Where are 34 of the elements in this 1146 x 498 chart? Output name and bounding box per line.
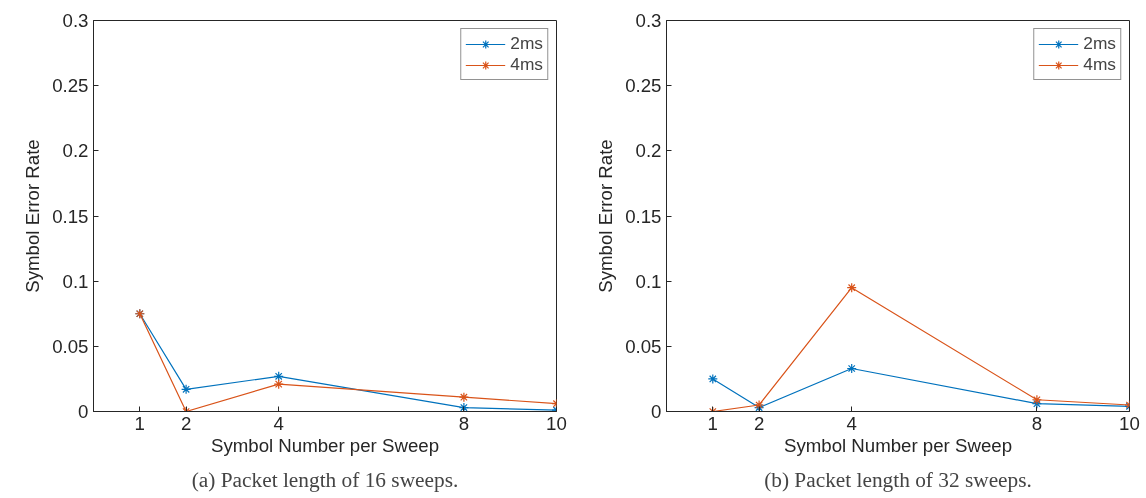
x-tick-label: 8: [458, 412, 470, 434]
text: (a) Packet length of 16 sweeps.: [191, 467, 459, 492]
y-tick-label: 0: [78, 401, 89, 422]
y-tick-label: 0: [651, 401, 662, 422]
y-tick-label: 0.05: [52, 335, 89, 357]
legend-label: 2ms: [510, 33, 543, 54]
y-tick-label: 0.15: [52, 205, 89, 227]
y-axis-title: Symbol Error Rate: [22, 139, 44, 293]
x-tick-label: 4: [273, 412, 284, 434]
x-tick-label: 8: [1031, 412, 1043, 434]
y-axis-title: Symbol Error Rate: [595, 139, 617, 293]
x-tick-label: 1: [707, 412, 718, 434]
x-axis-title: Symbol Number per Sweep: [210, 434, 440, 456]
x-tick-label: 10: [546, 412, 567, 434]
legend-label: 2ms: [1083, 33, 1116, 54]
y-tick-label: 0.3: [635, 10, 662, 31]
legend-label: 4ms: [510, 54, 543, 75]
y-tick-label: 0.05: [625, 335, 662, 357]
y-tick-label: 0.15: [625, 205, 662, 227]
x-axis-title: Symbol Number per Sweep: [783, 434, 1013, 456]
x-tick-label: 4: [846, 412, 857, 434]
x-tick-label: 2: [753, 412, 765, 434]
x-tick-label: 1: [134, 412, 145, 434]
y-tick-label: 0.2: [635, 140, 662, 162]
text: (b) Packet length of 32 sweeps.: [764, 467, 1032, 492]
legend-label: 4ms: [1083, 54, 1116, 75]
y-tick-label: 0.3: [62, 10, 89, 31]
y-tick-label: 0.25: [52, 75, 89, 97]
y-tick-label: 0.25: [625, 75, 662, 97]
y-tick-label: 0.2: [62, 140, 89, 162]
x-tick-label: 2: [180, 412, 192, 434]
y-tick-label: 0.1: [635, 270, 662, 292]
y-tick-label: 0.1: [62, 270, 89, 292]
x-tick-label: 10: [1119, 412, 1140, 434]
